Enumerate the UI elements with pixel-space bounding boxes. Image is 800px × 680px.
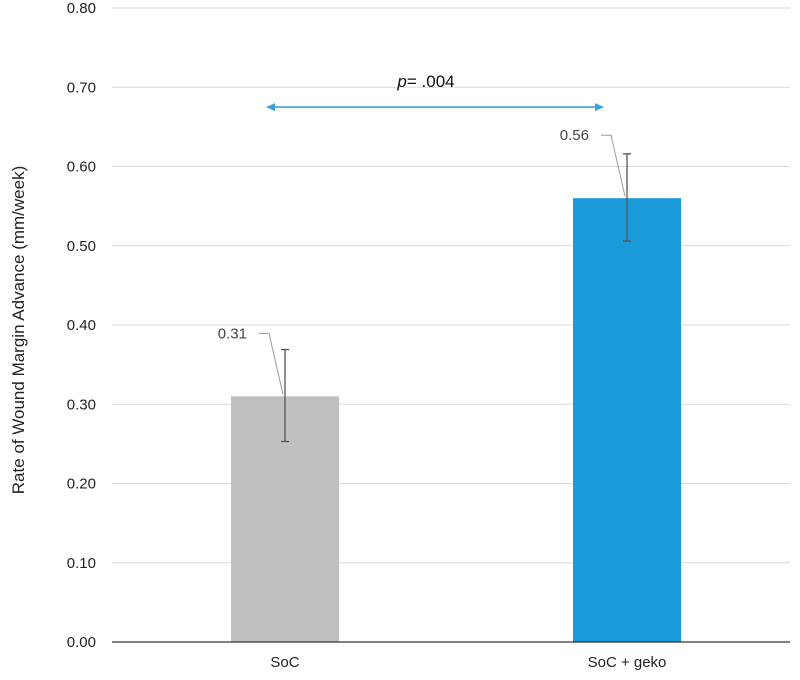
- y-tick-label: 0.20: [67, 476, 96, 493]
- y-tick-label: 0.00: [67, 634, 96, 651]
- y-tick-label: 0.80: [67, 0, 96, 17]
- p-value-annotation: p= .004: [266, 72, 604, 112]
- data-label-leader: [259, 332, 284, 395]
- data-label: 0.31: [218, 325, 247, 342]
- bars: [231, 198, 681, 642]
- p-value-text: p= .004: [396, 72, 454, 91]
- bar: [573, 198, 681, 642]
- y-tick-label: 0.10: [67, 555, 96, 572]
- x-tick-label: SoC + geko: [588, 654, 667, 671]
- y-tick-label: 0.40: [67, 317, 96, 334]
- labels: 0.00 0.10 0.20 0.30 0.40 0.50 0.60 0.70 0.80 SoC 0…: [67, 0, 667, 671]
- y-tick-label: 0.60: [67, 159, 96, 176]
- x-tick-label: SoC: [270, 654, 299, 671]
- y-tick-label: 0.50: [67, 238, 96, 255]
- data-label-leader: [601, 134, 626, 197]
- error-bars: [281, 153, 631, 443]
- y-tick-label: 0.30: [67, 396, 96, 413]
- p-value-number: = .004: [407, 72, 455, 91]
- gridlines: [112, 7, 790, 564]
- y-axis-label: Rate of Wound Margin Advance (mm/week): [9, 166, 28, 495]
- p-value-italic: p: [396, 72, 406, 91]
- y-tick-label: 0.70: [67, 79, 96, 96]
- data-label: 0.56: [560, 127, 589, 144]
